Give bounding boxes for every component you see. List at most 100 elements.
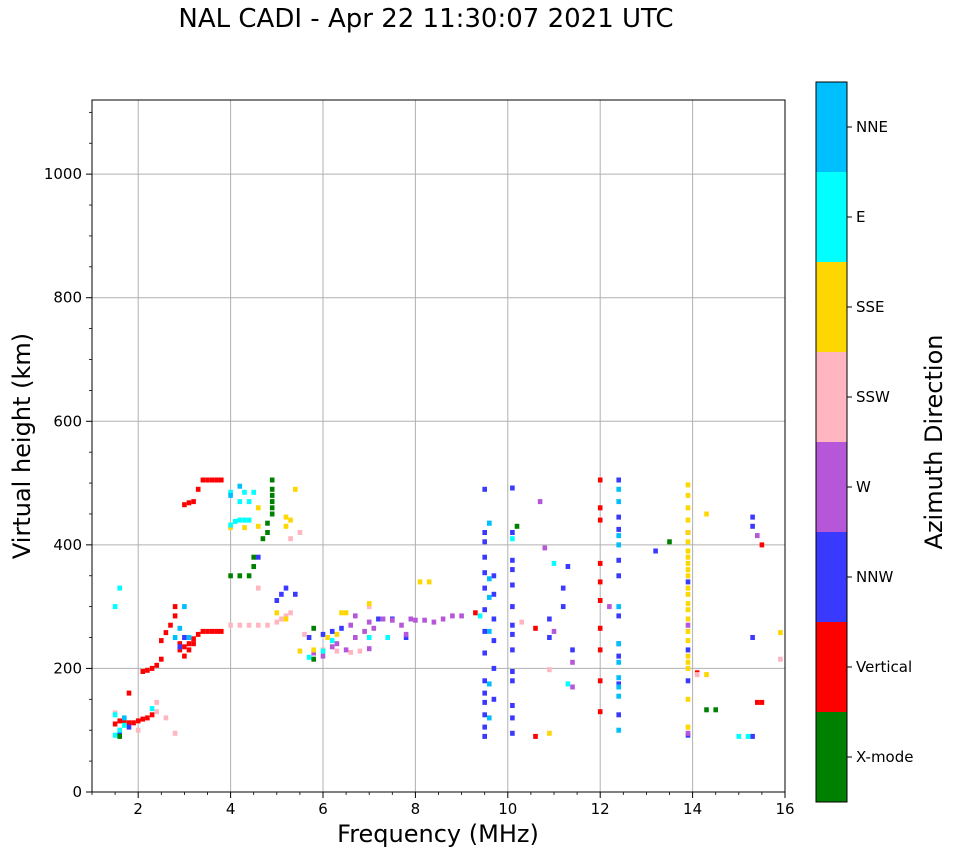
x-tick-label: 4	[226, 800, 236, 818]
point-sse	[685, 591, 691, 597]
point-nnw	[510, 647, 515, 653]
point-e	[112, 732, 118, 738]
point-w	[390, 617, 395, 623]
point-x-mode	[704, 707, 709, 713]
point-w	[403, 631, 409, 637]
point-vertical	[149, 665, 155, 671]
point-w	[422, 617, 427, 623]
colorbar-segment	[816, 442, 847, 532]
point-sse	[274, 610, 280, 616]
point-sse	[778, 630, 783, 636]
point-e	[366, 635, 372, 640]
point-vertical	[759, 699, 765, 705]
point-nnw	[482, 650, 487, 656]
point-vertical	[597, 505, 603, 511]
point-vertical	[205, 628, 210, 634]
point-e	[237, 517, 243, 523]
point-vertical	[182, 644, 187, 650]
grid-lines	[92, 100, 785, 792]
point-x-mode	[667, 539, 672, 545]
point-ssw	[265, 622, 270, 628]
point-sse	[547, 730, 552, 736]
point-vertical	[597, 579, 603, 585]
point-ssw	[246, 622, 252, 628]
point-vertical	[755, 699, 760, 705]
point-sse	[685, 724, 691, 730]
point-vertical	[131, 720, 136, 726]
point-e	[565, 681, 571, 687]
point-w	[353, 635, 358, 640]
point-sse	[685, 539, 691, 545]
point-x-mode	[251, 554, 256, 560]
point-ssw	[288, 536, 293, 542]
point-nnw	[510, 567, 515, 573]
point-w	[570, 684, 575, 690]
point-nnw	[491, 665, 497, 671]
x-tick-label: 14	[683, 800, 702, 818]
point-nne	[487, 594, 492, 600]
point-x-mode	[265, 520, 270, 526]
point-ssw	[366, 604, 372, 610]
colorbar-segment	[816, 172, 847, 262]
point-vertical	[597, 678, 603, 684]
y-axis-ticks: 0 200 400 600 800 1000	[44, 111, 92, 801]
y-tick-label: 600	[53, 412, 82, 430]
point-ssw	[297, 530, 303, 535]
point-ssw	[283, 613, 289, 619]
point-sse	[685, 517, 691, 523]
point-nnw	[482, 607, 487, 613]
point-nnw	[491, 616, 497, 622]
colorbar-segment	[816, 532, 847, 622]
x-tick-label: 10	[498, 800, 517, 818]
point-sse	[685, 628, 691, 634]
y-tick-label: 200	[53, 659, 82, 677]
point-sse	[283, 616, 289, 622]
point-nne	[487, 628, 492, 634]
point-vertical	[149, 712, 155, 718]
point-ssw	[274, 619, 280, 625]
point-e	[228, 489, 233, 495]
x-axis-label: Frequency (MHz)	[337, 820, 539, 848]
point-x-mode	[251, 564, 256, 569]
point-nnw	[126, 724, 132, 730]
point-vertical	[145, 715, 150, 721]
point-sse	[297, 648, 303, 654]
colorbar-segment	[816, 352, 847, 442]
point-sse	[685, 653, 691, 659]
point-ssw	[237, 622, 243, 628]
point-nnw	[547, 616, 552, 622]
point-nnw	[685, 579, 691, 585]
point-sse	[283, 523, 289, 529]
point-vertical	[597, 477, 603, 483]
point-e	[232, 518, 238, 524]
y-tick-label: 800	[53, 289, 82, 307]
colorbar-tick-label: W	[856, 478, 871, 496]
point-nnw	[685, 678, 691, 684]
point-vertical	[219, 477, 224, 483]
point-sse	[288, 517, 293, 523]
point-vertical	[473, 610, 478, 616]
point-vertical	[200, 628, 206, 634]
point-sse	[339, 610, 344, 616]
point-ssw	[334, 648, 340, 654]
point-w	[570, 659, 575, 665]
point-vertical	[140, 669, 146, 674]
point-nnw	[482, 733, 487, 739]
point-nnw	[570, 647, 575, 653]
point-x-mode	[311, 625, 316, 631]
point-nnw	[283, 585, 289, 591]
point-x-mode	[117, 733, 122, 739]
point-x-mode	[514, 523, 520, 529]
point-nne	[616, 641, 621, 647]
point-ssw	[547, 667, 552, 673]
point-nnw	[547, 635, 552, 640]
point-w	[685, 730, 691, 736]
colorbar-tick-label: X-mode	[856, 748, 913, 766]
point-e	[551, 560, 557, 566]
point-nnw	[482, 570, 487, 576]
point-nnw	[482, 690, 487, 696]
point-vertical	[168, 622, 173, 628]
point-e	[117, 727, 122, 733]
point-nne	[616, 659, 621, 665]
point-vertical	[177, 647, 183, 653]
